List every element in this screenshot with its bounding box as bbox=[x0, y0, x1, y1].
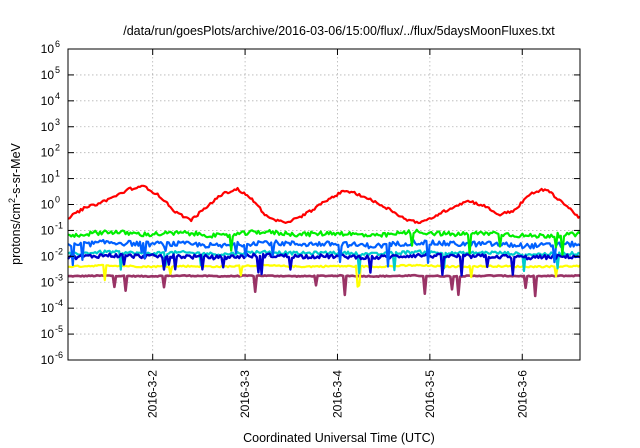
y-tick-label-exp: 4 bbox=[55, 91, 60, 101]
y-tick-label-base: 10 bbox=[41, 275, 55, 289]
series-line bbox=[67, 263, 581, 288]
x-tick-label: 2016-3-6 bbox=[515, 370, 529, 418]
x-axis: 2016-3-2 2016-3-3 2016-3-4 2016-3-5 2016-3-6 bbox=[146, 49, 529, 418]
x-axis-label: Coordinated Universal Time (UTC) bbox=[243, 431, 435, 445]
y-tick-label: 10-3 bbox=[41, 272, 63, 289]
series-layer bbox=[67, 184, 581, 298]
y-tick-label-exp: 2 bbox=[55, 143, 60, 153]
y-tick-label-base: 10 bbox=[41, 327, 55, 341]
x-tick-label: 2016-3-2 bbox=[146, 370, 160, 418]
y-tick-label: 104 bbox=[41, 91, 60, 108]
x-tick-label: 2016-3-5 bbox=[423, 370, 437, 418]
y-tick-label: 100 bbox=[41, 195, 60, 212]
y-tick-label: 102 bbox=[41, 143, 60, 160]
y-tick-label-base: 10 bbox=[41, 42, 55, 56]
y-tick-label-base: 10 bbox=[41, 120, 55, 134]
y-tick-label-base: 10 bbox=[41, 301, 55, 315]
y-tick-label: 10-1 bbox=[41, 220, 63, 237]
y-tick-label-exp: -1 bbox=[55, 220, 63, 230]
series-line bbox=[67, 184, 581, 225]
y-tick-label: 105 bbox=[41, 65, 60, 82]
y-tick-label-exp: -6 bbox=[55, 350, 63, 360]
y-tick-label: 103 bbox=[41, 117, 60, 134]
chart-title: /data/run/goesPlots/archive/2016-03-06/1… bbox=[123, 24, 555, 38]
y-tick-label-exp: -4 bbox=[55, 298, 63, 308]
y-tick-label-base: 10 bbox=[41, 94, 55, 108]
x-tick-label: 2016-3-3 bbox=[238, 370, 252, 418]
series-line bbox=[67, 238, 581, 268]
y-tick-label-exp: 1 bbox=[55, 169, 60, 179]
series-line bbox=[68, 273, 581, 298]
y-tick-label-exp: 3 bbox=[55, 117, 60, 127]
y-tick-label-base: 10 bbox=[41, 172, 55, 186]
y-tick-label: 10-5 bbox=[41, 324, 63, 341]
y-tick-label-base: 10 bbox=[41, 353, 55, 367]
y-tick-label-base: 10 bbox=[41, 249, 55, 263]
y-tick-label: 106 bbox=[41, 39, 60, 56]
y-axis-label-sup: 2 bbox=[7, 198, 17, 203]
y-tick-label-base: 10 bbox=[41, 198, 55, 212]
y-tick-label-exp: 5 bbox=[55, 65, 60, 75]
y-axis-label-rest: -s-sr-MeV bbox=[9, 142, 23, 198]
y-tick-label: 10-2 bbox=[41, 246, 63, 263]
y-tick-label-exp: -3 bbox=[55, 272, 63, 282]
y-tick-label-exp: -2 bbox=[55, 246, 63, 256]
y-tick-label-base: 10 bbox=[41, 223, 55, 237]
y-tick-label-exp: 6 bbox=[55, 39, 60, 49]
y-tick-label: 10-4 bbox=[41, 298, 63, 315]
y-axis-label-main: protons/cm bbox=[9, 203, 23, 265]
y-axis-label: protons/cm2-s-sr-MeV bbox=[7, 142, 23, 264]
y-tick-label: 101 bbox=[41, 169, 60, 186]
x-tick-label: 2016-3-4 bbox=[330, 370, 344, 418]
grid bbox=[68, 49, 580, 360]
series-line bbox=[67, 252, 581, 277]
y-tick-label: 10-6 bbox=[41, 350, 63, 367]
y-tick-label-base: 10 bbox=[41, 146, 55, 160]
y-tick-label-exp: 0 bbox=[55, 195, 60, 205]
series-line bbox=[67, 228, 581, 256]
y-axis: 10-610-510-410-310-210-11001011021031041… bbox=[41, 39, 580, 367]
y-tick-label-exp: -5 bbox=[55, 324, 63, 334]
y-tick-label-base: 10 bbox=[41, 68, 55, 82]
